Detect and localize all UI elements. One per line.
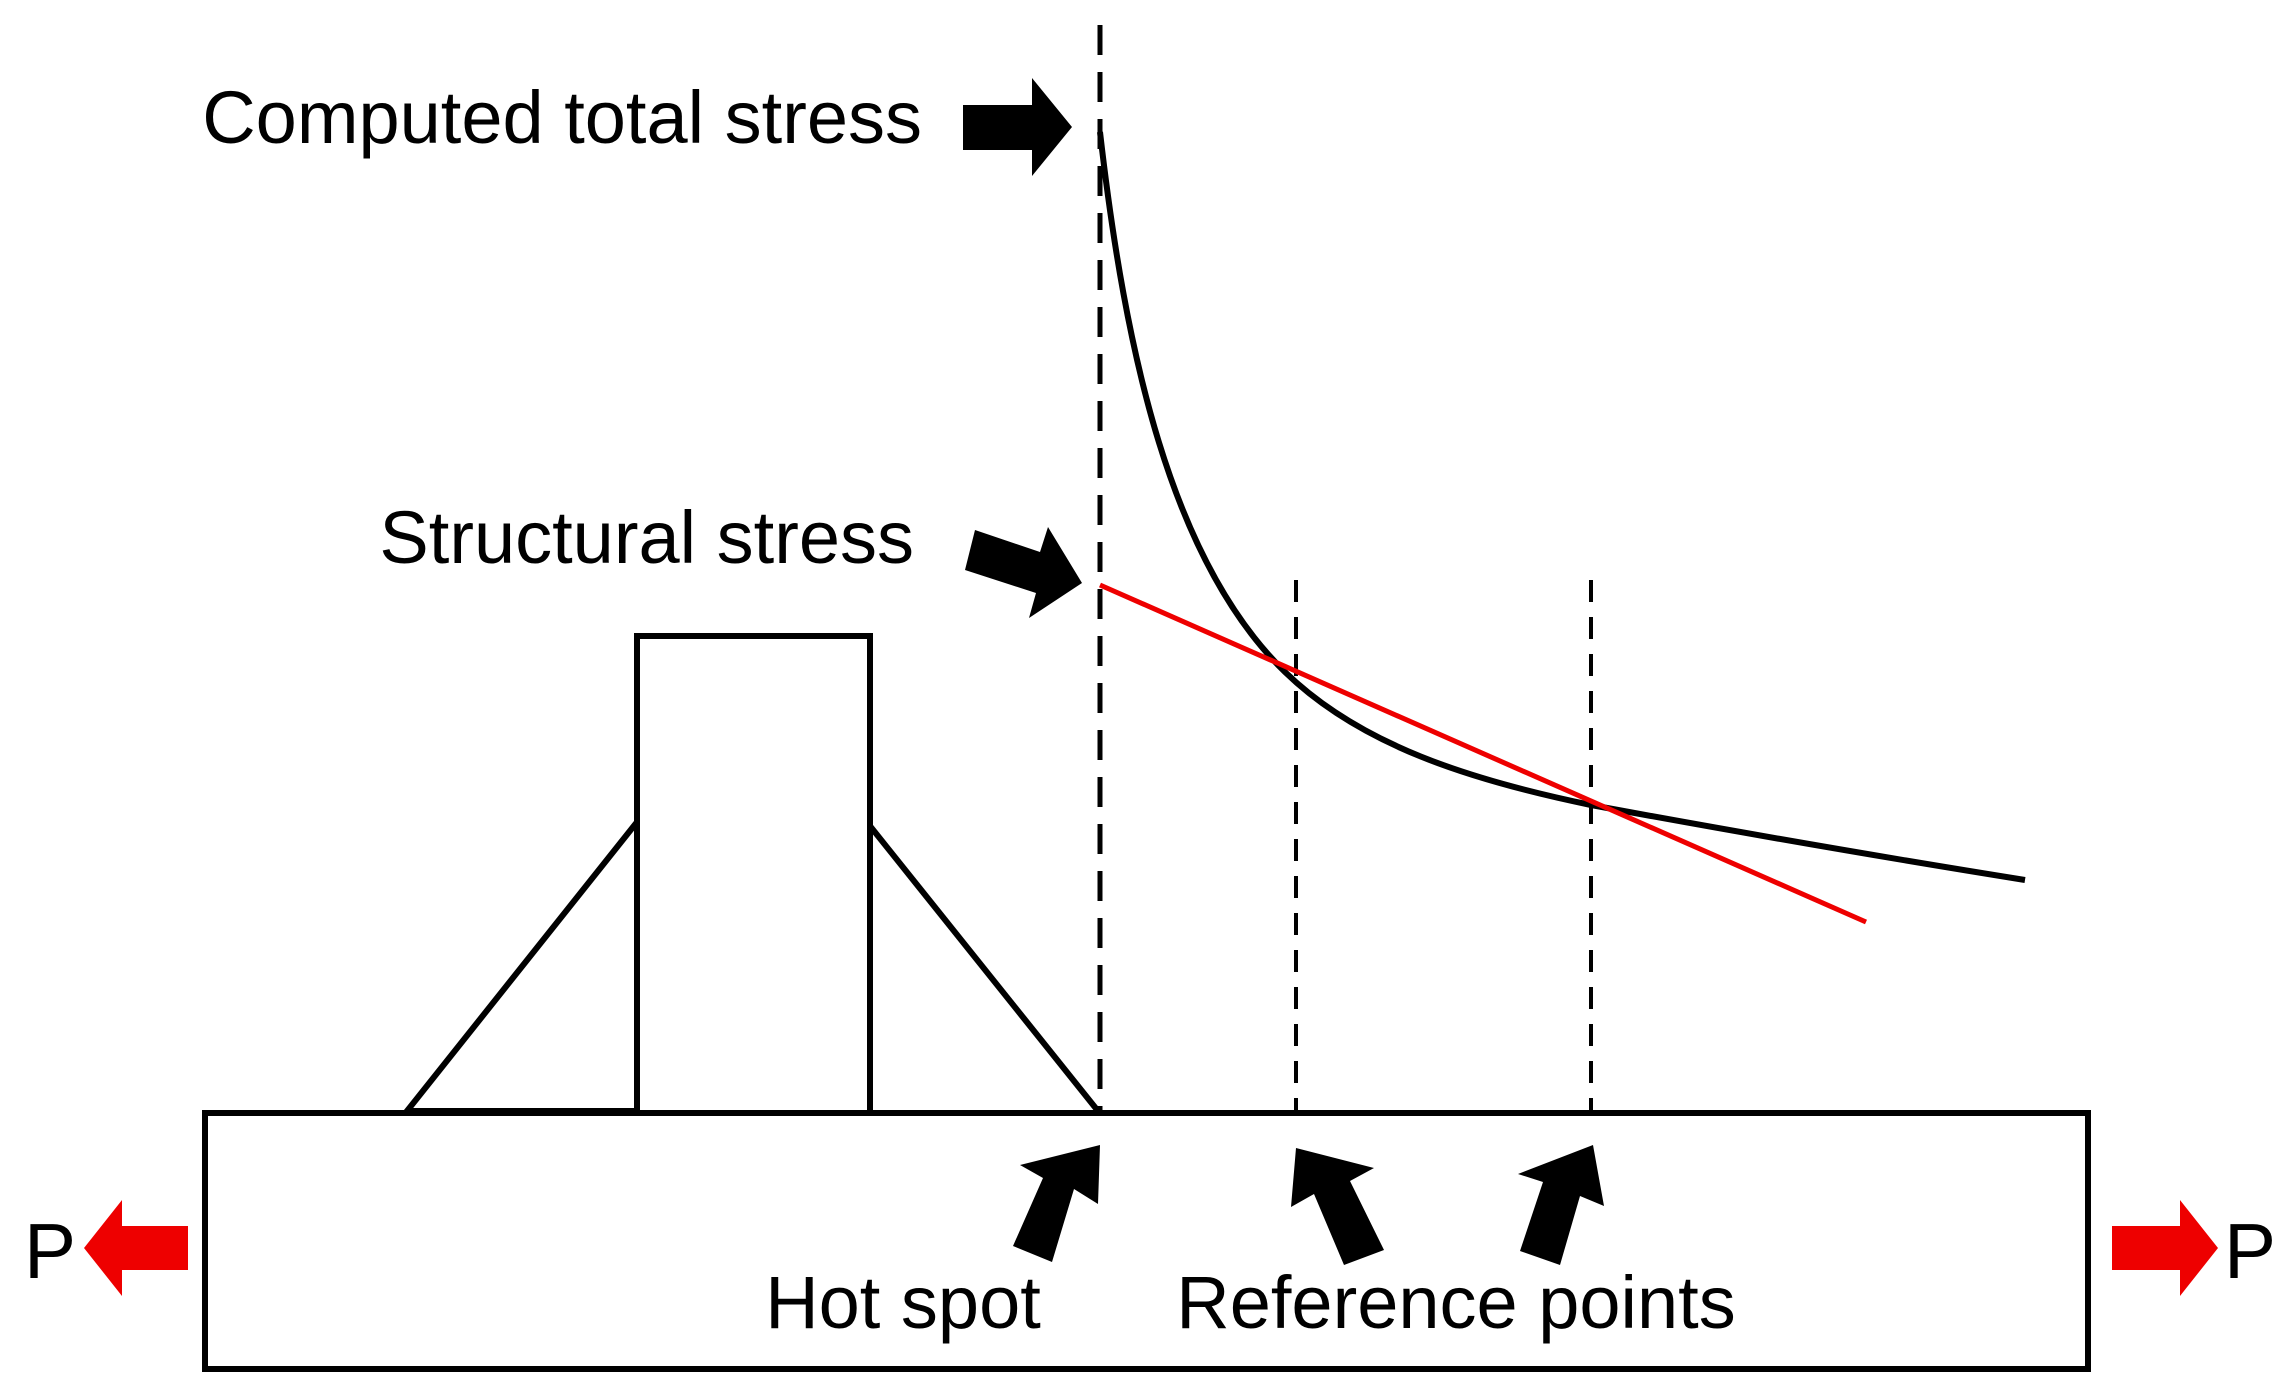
structural-stress-line: [1098, 582, 1868, 925]
weld-right: [867, 824, 1101, 1113]
load-p-left-label: P: [24, 1207, 76, 1295]
arrow-diagonal-icon: [965, 527, 1082, 618]
computed-total-stress-label: Computed total stress: [202, 76, 922, 159]
computed-stress-curve: [1097, 131, 2026, 883]
arrow-up-icon: [1013, 1145, 1100, 1262]
base-plate: [202, 1110, 2091, 1372]
attachment-block: [634, 633, 873, 1116]
reference-points-label: Reference points: [1176, 1261, 1735, 1344]
load-arrow-left-icon: [84, 1200, 188, 1296]
arrow-right-icon: [963, 78, 1072, 176]
structural-stress-label: Structural stress: [379, 496, 914, 579]
load-arrow-right-icon: [2112, 1200, 2218, 1296]
weld-left: [400, 820, 640, 1114]
arrow-up-icon: [1518, 1145, 1604, 1265]
hot-spot-label: Hot spot: [765, 1261, 1041, 1344]
load-p-right-label: P: [2224, 1207, 2276, 1295]
arrow-up-icon: [1291, 1148, 1384, 1265]
